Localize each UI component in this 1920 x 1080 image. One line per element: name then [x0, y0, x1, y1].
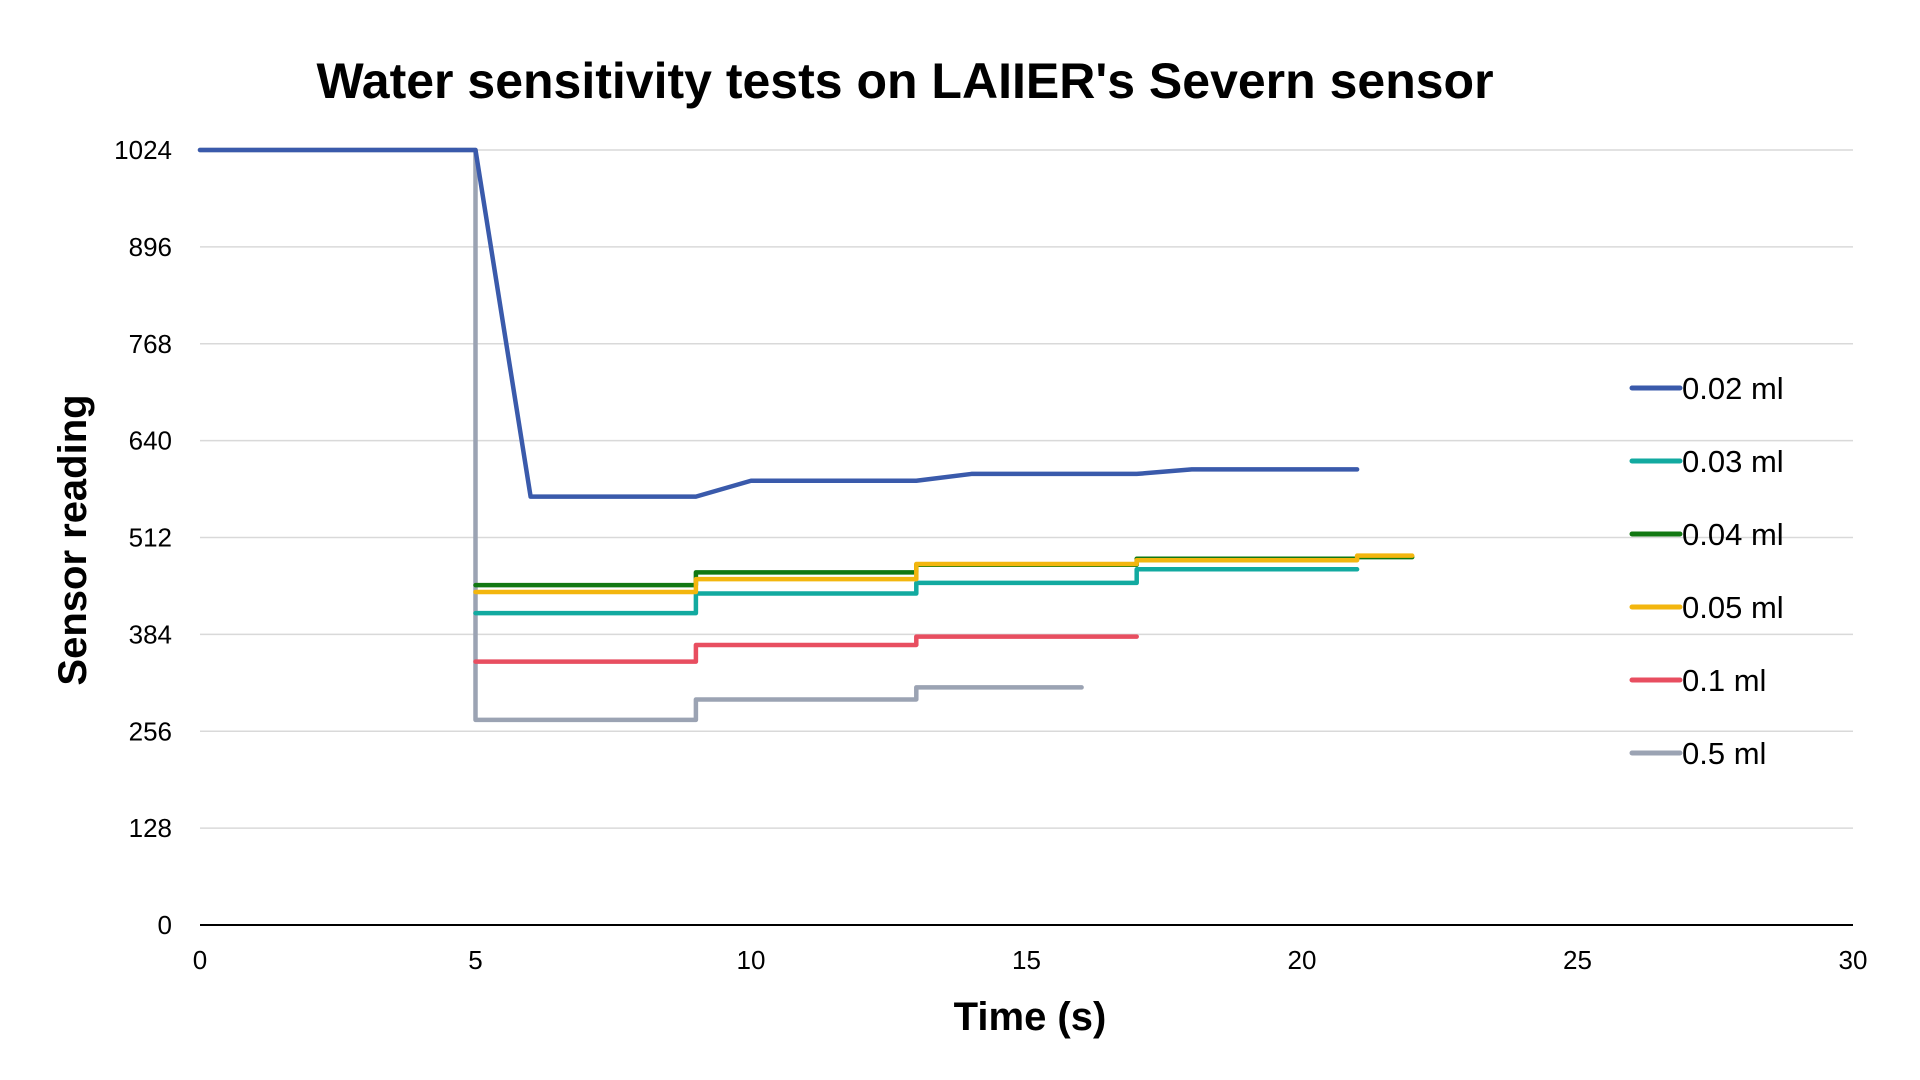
grid-layer	[200, 149, 1853, 829]
y-tick-label: 0	[158, 910, 172, 940]
legend-item: 0.03 ml	[1629, 444, 1784, 479]
x-tick-label: 25	[1563, 945, 1592, 975]
y-tick-label: 256	[129, 716, 172, 746]
x-tick-label: 20	[1288, 945, 1317, 975]
y-tick-label: 896	[129, 232, 172, 262]
x-tick-label: 10	[737, 945, 766, 975]
y-tick-label: 640	[129, 426, 172, 456]
legend-label: 0.1 ml	[1682, 663, 1766, 698]
legend-item: 0.05 ml	[1629, 590, 1784, 625]
y-tick-label: 1024	[114, 135, 172, 165]
y-axis-title: Sensor reading	[51, 394, 95, 685]
y-tick-label: 768	[129, 329, 172, 359]
legend-item: 0.5 ml	[1629, 736, 1766, 771]
legend-label: 0.02 ml	[1682, 371, 1784, 406]
x-tick-label: 5	[468, 945, 482, 975]
legend-label: 0.04 ml	[1682, 517, 1784, 552]
legend-label: 0.03 ml	[1682, 444, 1784, 479]
tick-layer: 0 128 256 384 512 640 768 896 1024 0 5 10 15 20 25 30	[114, 135, 1867, 975]
series-line-0-02-ml	[197, 147, 1360, 499]
x-tick-label: 0	[193, 945, 207, 975]
y-tick-label: 384	[129, 619, 172, 649]
legend: 0.02 ml 0.03 ml 0.04 ml 0.05 ml 0.1 ml 0.5 ml	[1629, 371, 1784, 771]
y-tick-label: 512	[129, 523, 172, 553]
series-line-0-1-ml	[473, 634, 1139, 664]
y-tick-label: 128	[129, 813, 172, 843]
legend-item: 0.04 ml	[1629, 517, 1784, 552]
x-axis-title: Time (s)	[954, 995, 1107, 1039]
series-layer	[197, 147, 1415, 723]
legend-label: 0.05 ml	[1682, 590, 1784, 625]
legend-item: 0.1 ml	[1629, 663, 1766, 698]
x-tick-label: 30	[1839, 945, 1868, 975]
series-line-0-03-ml	[473, 567, 1360, 616]
legend-label: 0.5 ml	[1682, 736, 1766, 771]
series-line-0-05-ml	[473, 553, 1415, 595]
series-line-0-5-ml	[197, 147, 1084, 723]
legend-item: 0.02 ml	[1629, 371, 1784, 406]
chart-title: Water sensitivity tests on LAIIER's Seve…	[316, 53, 1493, 109]
x-tick-label: 15	[1012, 945, 1041, 975]
